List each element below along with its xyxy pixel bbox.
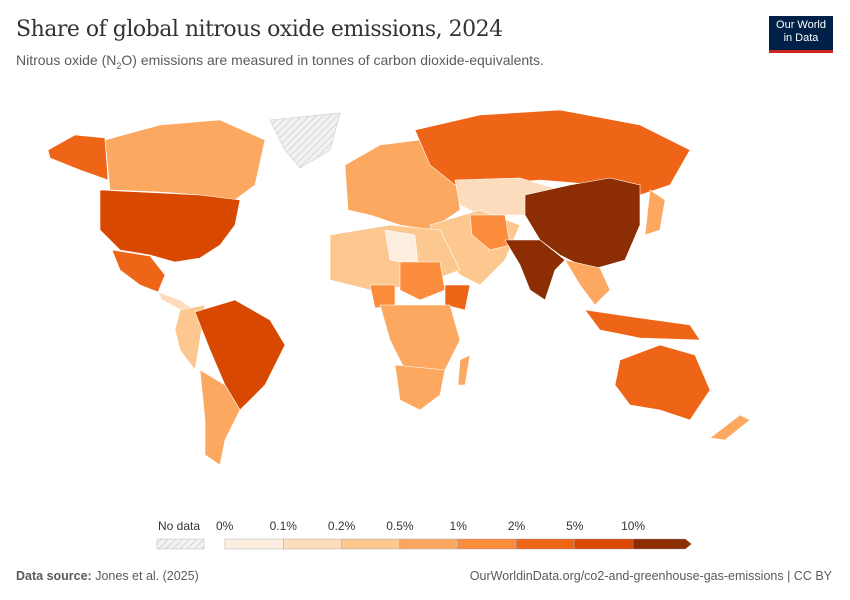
legend-no-data-label: No data	[158, 519, 200, 533]
region-alaska	[47, 134, 109, 181]
legend-bin	[516, 538, 575, 550]
legend-bin	[458, 538, 517, 550]
region-sudan	[399, 261, 446, 301]
legend-tick-label: 0.2%	[328, 519, 356, 533]
legend-no-data-swatch	[156, 538, 205, 550]
legend-bin	[574, 538, 634, 550]
region-new-zealand	[709, 414, 751, 441]
region-japan	[644, 189, 666, 236]
owid-logo[interactable]: Our World in Data	[769, 16, 833, 53]
region-brazil	[194, 299, 286, 411]
chart-subtitle: Nitrous oxide (N2O) emissions are measur…	[16, 52, 544, 71]
data-source: Data source: Jones et al. (2025)	[16, 569, 199, 583]
region-usa	[99, 189, 241, 263]
region-southern-africa	[394, 364, 446, 411]
world-map	[47, 109, 751, 466]
region-ethiopia	[444, 284, 471, 311]
legend-bin	[632, 538, 692, 550]
source-url[interactable]: OurWorldinData.org/co2-and-greenhouse-ga…	[469, 569, 832, 583]
legend-tick-label: 5%	[566, 519, 584, 533]
legend-tick-label: 0.5%	[386, 519, 414, 533]
region-iran	[469, 214, 511, 251]
legend-tick-label: 0.1%	[270, 519, 298, 533]
legend-tick-label: 1%	[450, 519, 468, 533]
region-indonesia	[584, 309, 701, 341]
legend-bin	[341, 538, 401, 550]
legend-tick-label: 0%	[216, 519, 234, 533]
legend-bin	[399, 538, 459, 550]
region-south-america-west	[174, 304, 206, 371]
region-argentina	[199, 369, 241, 466]
region-southeast-asia	[564, 259, 611, 306]
region-australia	[614, 344, 711, 421]
region-greenland	[269, 112, 341, 169]
legend-tick-label: 2%	[508, 519, 526, 533]
legend-tick-label: 10%	[621, 519, 645, 533]
region-canada	[104, 119, 266, 201]
region-china	[524, 177, 641, 271]
legend-bin	[224, 538, 284, 550]
region-india	[504, 239, 566, 301]
legend-bin	[283, 538, 342, 550]
chart-title: Share of global nitrous oxide emissions,…	[16, 17, 503, 42]
region-madagascar	[457, 354, 471, 386]
